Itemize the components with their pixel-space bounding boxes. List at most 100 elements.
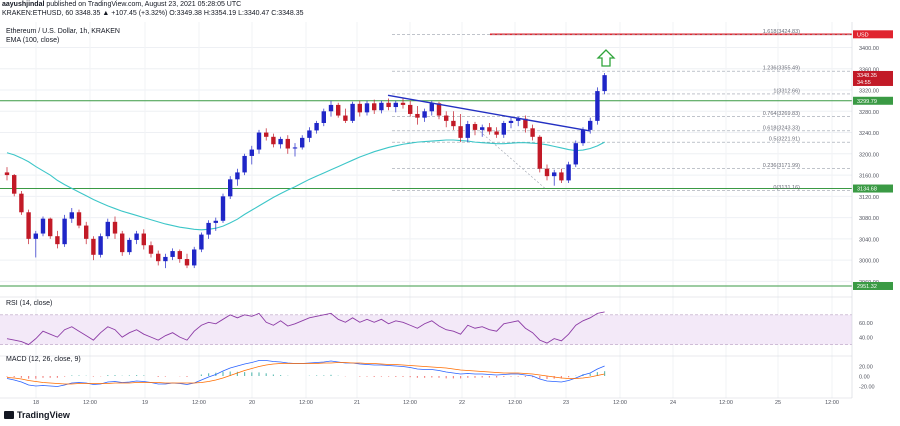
fib-level-label: 1.618(3424.83) <box>763 29 800 35</box>
candle-body <box>357 103 362 113</box>
price-tick-label: 3120.00 <box>859 195 879 201</box>
time-tick-label: 18 <box>33 400 39 406</box>
fib-level-label: 0.236(3171.99) <box>763 163 800 169</box>
axes: 3400.00 3360.00 3320.00 3280.00 3240.00 3200.… <box>0 22 893 406</box>
candle-body <box>148 245 154 254</box>
candle-body <box>199 234 204 250</box>
fibonacci-retracement[interactable]: 1.618(3424.83) 1.236(3355.49) 1(3312.66) 0.… <box>392 29 852 191</box>
candle-body <box>465 124 470 138</box>
fib-level-label: 0.764(3269.83) <box>763 111 800 117</box>
time-tick-label: 24 <box>670 400 676 406</box>
candle-body <box>177 251 182 260</box>
candle-body <box>69 212 74 219</box>
candle-body <box>76 212 82 226</box>
fib-anchor-line <box>479 131 546 189</box>
time-tick-label: 12:00 <box>299 400 313 406</box>
candle-body <box>184 259 190 266</box>
time-tick-label: 12:00 <box>83 400 97 406</box>
time-tick-label: 12:00 <box>508 400 522 406</box>
candle-body <box>170 251 175 257</box>
price-tick-label: 3080.00 <box>859 216 879 222</box>
candle-body <box>235 172 240 180</box>
candle-body <box>91 238 96 255</box>
macd-signal-line <box>6 362 605 385</box>
candle-body <box>292 147 298 149</box>
candle-body <box>105 221 110 237</box>
price-tick-label: 3360.00 <box>859 67 879 73</box>
price-tag-label: 34:55 <box>857 80 871 86</box>
time-tick-label: 22 <box>459 400 465 406</box>
candle-body <box>451 120 456 127</box>
fib-level-label: 0.5(3221.91) <box>769 137 800 143</box>
candle-body <box>242 155 247 173</box>
candle-body <box>12 175 17 194</box>
candle-body <box>264 132 269 137</box>
candle-body <box>163 256 168 262</box>
candle-body <box>134 233 139 240</box>
price-tag-bg <box>853 96 893 105</box>
candle-body <box>559 172 564 181</box>
candle-body <box>429 103 434 112</box>
legend-ema[interactable]: EMA (100, close) <box>6 37 60 44</box>
candle-body <box>588 120 593 130</box>
candle-body <box>271 136 276 145</box>
rsi-tick-label: 40.00 <box>859 336 873 342</box>
candle-body <box>508 120 514 123</box>
price-tick-label: 3240.00 <box>859 131 879 137</box>
candle-body <box>48 218 53 237</box>
legend-symbol[interactable]: Ethereum / U.S. Dollar, 1h, KRAKEN <box>6 28 120 35</box>
rsi-title[interactable]: RSI (14, close) <box>6 300 53 307</box>
candle-body <box>501 122 506 135</box>
candle-body <box>573 143 578 165</box>
time-tick-label: 19 <box>142 400 148 406</box>
time-tick-label: 21 <box>354 400 360 406</box>
candle-body <box>386 102 391 108</box>
time-tick-label: 12:00 <box>613 400 627 406</box>
tradingview-logo-text: TradingView <box>17 410 70 420</box>
bearish-trendline <box>387 94 591 132</box>
horizontal-levels <box>0 33 852 287</box>
candle-body <box>112 221 118 234</box>
candle-body <box>343 115 348 121</box>
macd-title[interactable]: MACD (12, 26, close, 9) <box>6 356 81 363</box>
candle-body <box>422 111 427 118</box>
price-tick-label: 3160.00 <box>859 174 879 180</box>
publish-header: aayushjindal published on TradingView.co… <box>2 0 304 18</box>
time-tick-label: 25 <box>775 400 781 406</box>
author-name[interactable]: aayushjindal <box>2 1 45 8</box>
drawings[interactable] <box>387 49 616 132</box>
candle-body <box>321 111 326 123</box>
candle-body <box>249 149 254 156</box>
candle-body <box>62 218 67 245</box>
candle-body <box>393 102 398 108</box>
candle-body <box>400 102 406 105</box>
candle-body <box>141 233 146 246</box>
macd-tick-label: 0.00 <box>859 375 870 381</box>
candle-body <box>530 128 535 137</box>
rsi-tick-label: 60.00 <box>859 321 873 327</box>
candle-body <box>580 129 586 144</box>
candle-body <box>537 136 542 169</box>
candle-body <box>127 239 132 253</box>
tradingview-logo[interactable]: TradingView <box>4 410 70 420</box>
ema-line-group <box>6 139 605 231</box>
candle-body <box>336 104 341 116</box>
candle-body <box>156 253 161 262</box>
price-tick-label: 3000.00 <box>859 259 879 265</box>
up-arrow-icon <box>596 49 616 67</box>
candle-body <box>494 131 499 135</box>
price-tag-bg <box>853 184 893 193</box>
price-tick-label: 3280.00 <box>859 110 879 116</box>
candle-body <box>408 104 413 114</box>
indicator-panes: 60.00 40.00 20.00 0.00 -20.00 <box>0 296 875 391</box>
candle-body <box>314 122 319 131</box>
candle-body <box>487 127 492 132</box>
price-tag-label: 3134.68 <box>857 187 877 193</box>
candle-body <box>213 220 218 223</box>
candle-body <box>206 222 211 235</box>
candle-body <box>192 249 197 266</box>
candle-body <box>285 138 290 149</box>
price-tag-label: 3299.79 <box>857 99 877 105</box>
candle-body <box>595 91 600 121</box>
